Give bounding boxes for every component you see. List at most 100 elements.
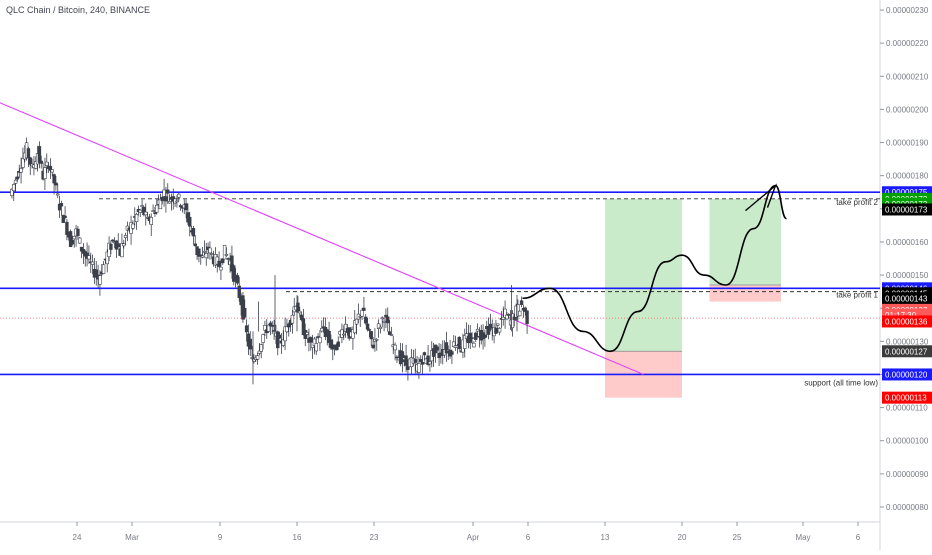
candle-body bbox=[70, 239, 75, 245]
price-label-text: 0.00000136 bbox=[885, 317, 928, 326]
candle-body bbox=[50, 169, 54, 173]
candle-body bbox=[309, 337, 313, 343]
candle-body bbox=[488, 323, 493, 329]
candle-body bbox=[496, 323, 500, 326]
candle-body bbox=[232, 265, 236, 282]
candle-body bbox=[15, 176, 20, 180]
price-label-tag bbox=[882, 368, 932, 381]
candle-body bbox=[122, 243, 126, 247]
candle-body bbox=[175, 200, 179, 203]
candle-body bbox=[389, 334, 394, 336]
price-tick-label: 0.00000090 bbox=[886, 470, 929, 479]
candle-body bbox=[384, 314, 388, 318]
candle-body bbox=[255, 355, 260, 360]
candle-body bbox=[116, 243, 120, 248]
candle-body bbox=[105, 251, 109, 265]
candle-body bbox=[354, 318, 359, 325]
candle-body bbox=[329, 339, 333, 349]
candle-body bbox=[393, 344, 397, 351]
candle-body bbox=[358, 315, 362, 318]
projected-price-path[interactable] bbox=[522, 184, 788, 353]
candle-body bbox=[380, 317, 384, 320]
candle-body bbox=[243, 307, 247, 318]
candle-body bbox=[475, 328, 480, 332]
candle-body bbox=[450, 351, 454, 355]
candle-body bbox=[13, 179, 18, 184]
candle-body bbox=[222, 244, 227, 260]
price-label-text: 0.00000113 bbox=[885, 394, 927, 403]
candle-body bbox=[188, 216, 192, 227]
candle-body bbox=[327, 330, 331, 343]
candle-body bbox=[65, 221, 69, 235]
candle-body bbox=[351, 329, 355, 339]
support-label: support (all time low) bbox=[804, 378, 878, 387]
candle-body bbox=[331, 344, 335, 350]
candle-body bbox=[316, 336, 320, 338]
candle-body bbox=[281, 339, 285, 346]
candle-body bbox=[314, 343, 318, 352]
candle-body bbox=[193, 243, 197, 247]
candle-body bbox=[268, 322, 273, 327]
candle-body bbox=[386, 316, 390, 324]
candle-body bbox=[525, 310, 529, 324]
price-tick-label: 0.00000230 bbox=[886, 6, 929, 15]
candle-body bbox=[151, 210, 155, 212]
candle-body bbox=[417, 363, 421, 373]
candle-body bbox=[301, 318, 306, 336]
time-tick-label: 6 bbox=[526, 533, 531, 542]
candle-body bbox=[109, 243, 113, 250]
candle-body bbox=[342, 333, 346, 336]
take-profit-label: take profit 2 bbox=[836, 198, 878, 207]
candle-body bbox=[259, 344, 263, 352]
price-tick-label: 0.00000210 bbox=[886, 72, 929, 81]
candle-body bbox=[45, 161, 49, 166]
candle-body bbox=[191, 227, 196, 237]
candle-body bbox=[285, 326, 289, 333]
candle-body bbox=[261, 334, 265, 343]
candle-body bbox=[365, 323, 370, 330]
candle-body bbox=[497, 328, 502, 333]
candle-body bbox=[72, 236, 76, 240]
candle-body bbox=[149, 217, 153, 225]
candle-body bbox=[98, 275, 102, 285]
candle-body bbox=[512, 316, 516, 320]
price-tick-label: 0.00000110 bbox=[886, 404, 928, 413]
time-tick-label: Apr bbox=[467, 533, 480, 542]
candle-body bbox=[199, 254, 203, 257]
candle-body bbox=[378, 326, 383, 329]
price-tick-label: 0.00000130 bbox=[886, 337, 929, 346]
price-tick-label: 0.00000180 bbox=[886, 172, 929, 181]
candle-body bbox=[134, 213, 139, 223]
candle-body bbox=[39, 160, 43, 164]
time-tick-label: 6 bbox=[856, 533, 861, 542]
candle-body bbox=[505, 314, 509, 320]
stop-loss-zone bbox=[709, 285, 781, 302]
time-tick-label: May bbox=[795, 533, 810, 542]
candle-body bbox=[237, 285, 241, 298]
candle-body bbox=[221, 258, 225, 264]
candle-body bbox=[200, 255, 205, 258]
candle-body bbox=[78, 237, 82, 244]
candle-body bbox=[177, 193, 181, 198]
price-label-tag bbox=[882, 391, 932, 404]
candle-body bbox=[90, 261, 95, 265]
price-tick-label: 0.00000080 bbox=[886, 503, 929, 512]
candle-body bbox=[76, 228, 80, 236]
candle-body bbox=[364, 316, 368, 324]
candle-body bbox=[400, 351, 405, 363]
candle-body bbox=[57, 203, 62, 211]
candle-body bbox=[507, 314, 511, 316]
candle-body bbox=[312, 338, 317, 346]
candle-body bbox=[219, 266, 223, 271]
candle-body bbox=[123, 235, 128, 239]
candle-body bbox=[204, 253, 208, 259]
price-tick-label: 0.00000200 bbox=[886, 105, 929, 114]
candle-body bbox=[298, 310, 302, 314]
candle-body bbox=[202, 250, 207, 253]
candle-body bbox=[155, 204, 159, 213]
price-label-tag bbox=[882, 292, 932, 305]
candle-body bbox=[395, 356, 399, 359]
candle-body bbox=[296, 302, 300, 313]
